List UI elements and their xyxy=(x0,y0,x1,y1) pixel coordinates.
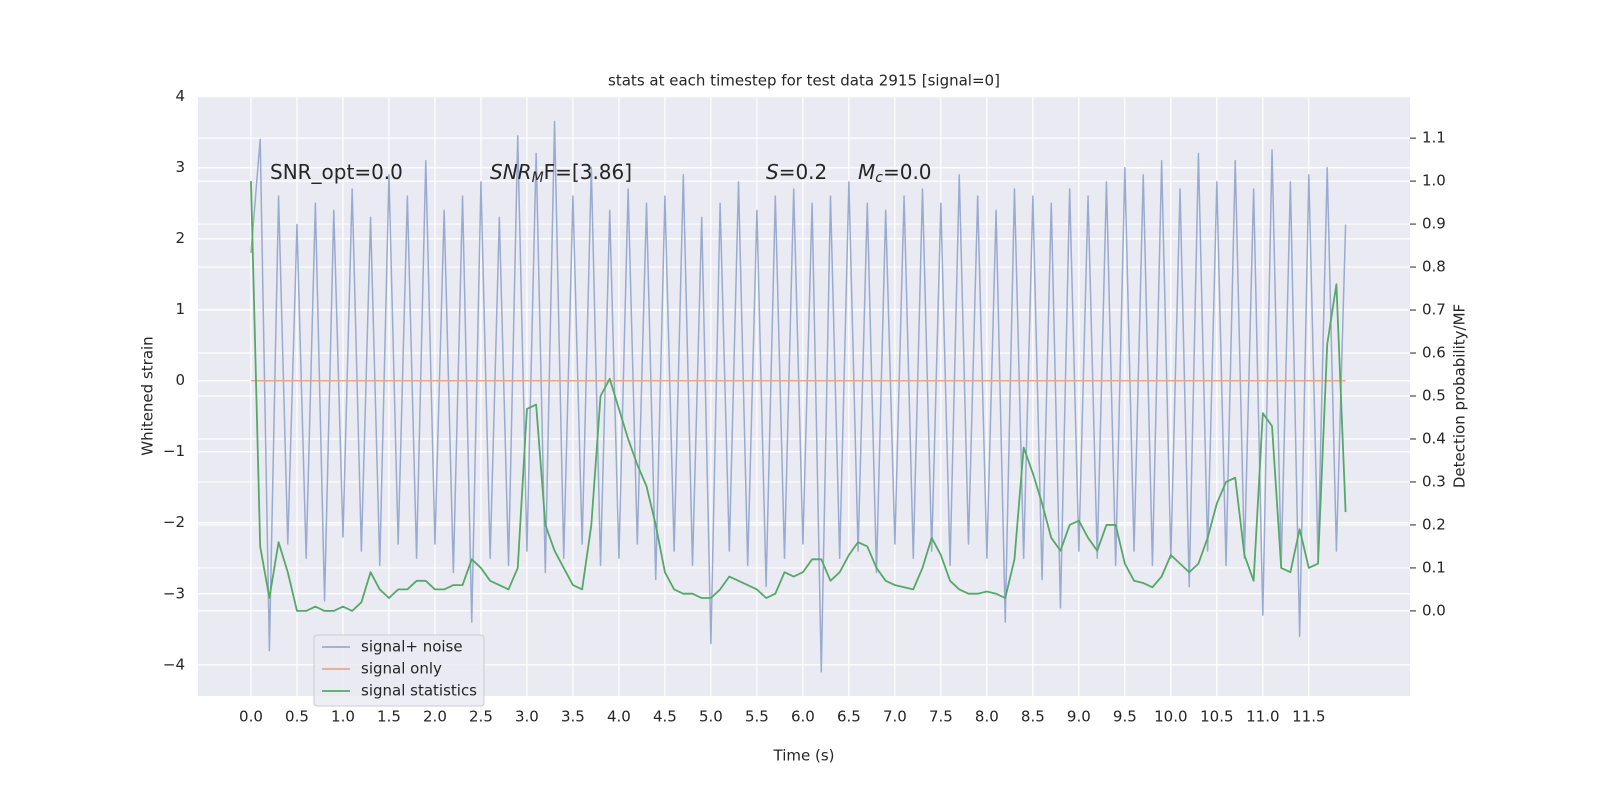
y2-tick-label: 0.3 xyxy=(1422,472,1446,490)
x-tick-label: 3.5 xyxy=(561,708,585,726)
series-line xyxy=(250,120,1347,673)
y-axis-label: Whitened strain xyxy=(139,336,157,455)
y2-tick-label: 0.2 xyxy=(1422,515,1446,533)
y-tick-label: 1 xyxy=(175,300,185,318)
x-tick-label: 4.5 xyxy=(653,708,677,726)
y-tick-label: −3 xyxy=(163,584,185,602)
y2-tick-label: 1.0 xyxy=(1422,172,1446,190)
series-line xyxy=(250,181,1347,612)
y2-tick-label: 0.7 xyxy=(1422,301,1446,319)
x-tick-label: 5.0 xyxy=(699,708,723,726)
y2-tick-label: 0.8 xyxy=(1422,258,1446,276)
x-tick-label: 9.5 xyxy=(1113,708,1137,726)
x-tick-label: 2.0 xyxy=(423,708,447,726)
x-tick-label: 0.5 xyxy=(285,708,309,726)
x-tick-label: 7.0 xyxy=(883,708,907,726)
annotation-main: SNR_opt=0.0 xyxy=(270,160,403,184)
y2-tick-label: 0.9 xyxy=(1422,215,1446,233)
y2-tick-label: 0.6 xyxy=(1422,344,1446,362)
x-tick-label: 8.0 xyxy=(975,708,999,726)
x-tick-label: 5.5 xyxy=(745,708,769,726)
x-tick-label: 1.0 xyxy=(331,708,355,726)
marks xyxy=(250,120,1347,673)
annotation: Mc=0.0 xyxy=(858,160,932,187)
annotation: SNR_opt=0.0 xyxy=(270,160,403,184)
legend-label: signal statistics xyxy=(361,682,477,700)
x-tick-label: 6.5 xyxy=(837,708,861,726)
annotation-rest: =0.2 xyxy=(779,160,828,184)
y2-axis-label: Detection probability/MF xyxy=(1451,304,1469,488)
x-tick-label: 1.5 xyxy=(377,708,401,726)
x-tick-label: 8.5 xyxy=(1021,708,1045,726)
y-tick-label: −2 xyxy=(163,513,185,531)
annotation-rest: =0.0 xyxy=(883,160,932,184)
legend-label: signal only xyxy=(361,660,442,678)
x-tick-label: 2.5 xyxy=(469,708,493,726)
x-tick-label: 0.0 xyxy=(239,708,263,726)
annotation-sub: c xyxy=(875,170,883,186)
x-tick-label: 11.0 xyxy=(1246,708,1279,726)
x-tick-label: 10.5 xyxy=(1200,708,1233,726)
annotation-main: S xyxy=(766,160,779,184)
y2-tick-label: 0.4 xyxy=(1422,429,1446,447)
x-tick-label: 7.5 xyxy=(929,708,953,726)
annotation-sub: M xyxy=(532,170,544,186)
annotation-main: M xyxy=(858,160,875,184)
annotation: SNRMF=[3.86] xyxy=(490,160,632,187)
annotation-main: SNR xyxy=(490,160,532,184)
y-tick-label: 0 xyxy=(175,371,185,389)
y2-tick-label: 0.5 xyxy=(1422,387,1446,405)
y-tick-label: −4 xyxy=(163,655,185,673)
x-tick-label: 11.5 xyxy=(1292,708,1325,726)
chart-title: stats at each timestep for test data 291… xyxy=(608,72,1000,90)
y-tick-label: 3 xyxy=(175,158,185,176)
x-tick-label: 10.0 xyxy=(1154,708,1187,726)
y-tick-label: −1 xyxy=(163,442,185,460)
x-tick-label: 6.0 xyxy=(791,708,815,726)
y-tick-label: 2 xyxy=(175,229,185,247)
x-tick-label: 9.0 xyxy=(1067,708,1091,726)
x-tick-label: 3.0 xyxy=(515,708,539,726)
x-axis-label: Time (s) xyxy=(773,747,835,765)
y2-tick-label: 0.0 xyxy=(1422,601,1446,619)
annotation-rest: F=[3.86] xyxy=(544,160,632,184)
y2-tick-label: 1.1 xyxy=(1422,129,1446,147)
y2-tick-label: 0.1 xyxy=(1422,558,1446,576)
legend-label: signal+ noise xyxy=(361,638,463,656)
y-tick-label: 4 xyxy=(175,87,185,105)
annotation: S=0.2 xyxy=(766,160,827,184)
legend-box xyxy=(313,634,485,707)
x-tick-label: 4.0 xyxy=(607,708,631,726)
